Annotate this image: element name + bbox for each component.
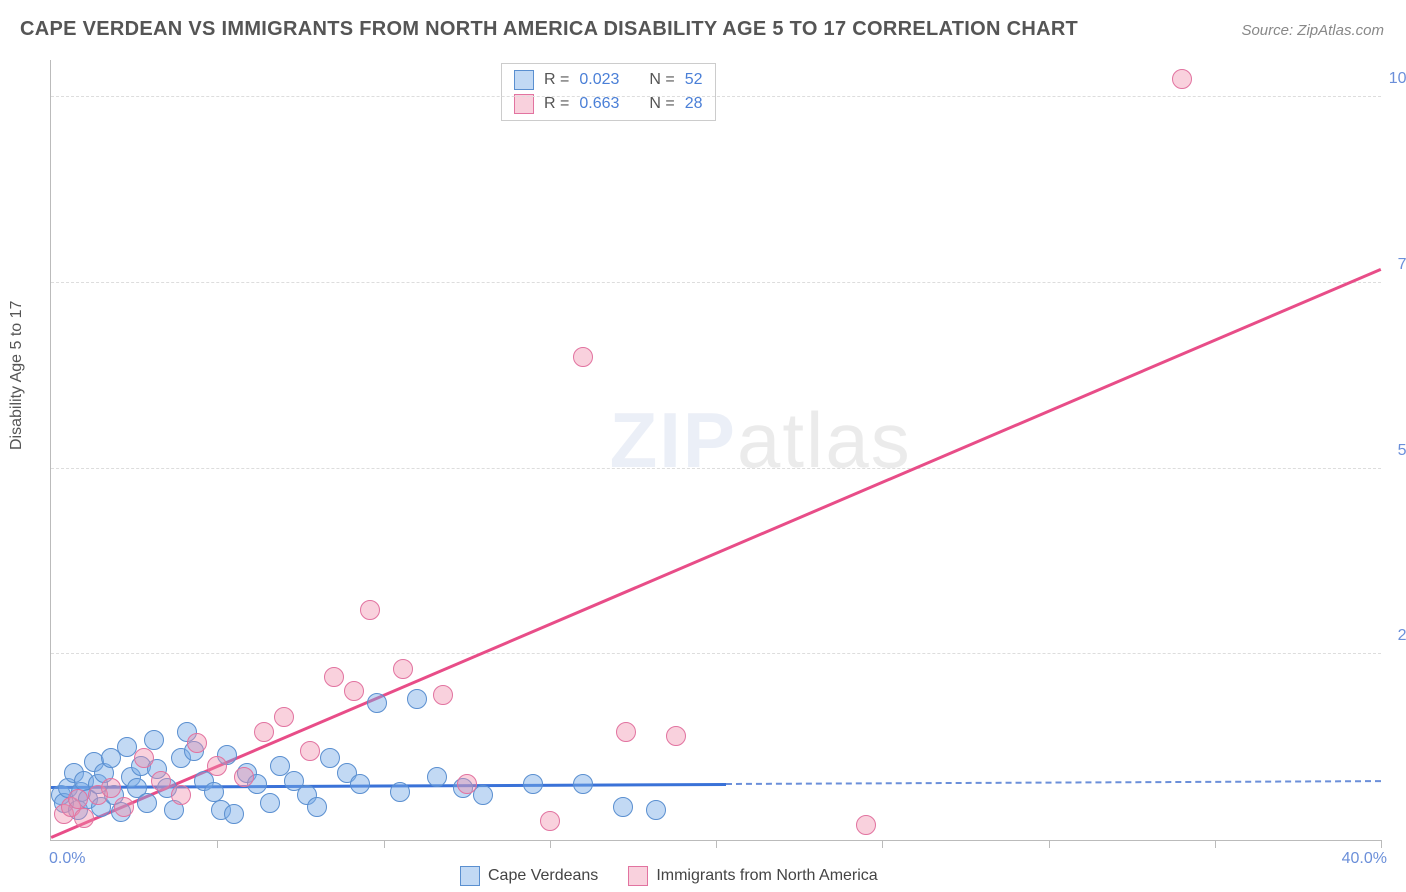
x-tick (716, 840, 717, 848)
data-point (207, 756, 227, 776)
data-point (573, 774, 593, 794)
plot-area: ZIPatlas R =0.023N =52R =0.663N =28 0.0%… (50, 60, 1381, 841)
legend-series-label: Immigrants from North America (656, 867, 877, 885)
gridline-h (51, 96, 1381, 97)
data-point (407, 689, 427, 709)
legend-swatch (460, 866, 480, 886)
data-point (457, 774, 477, 794)
legend-r-label: R = (544, 95, 569, 113)
y-tick-label: 100.0% (1387, 70, 1406, 88)
source-label: Source: ZipAtlas.com (1241, 22, 1384, 39)
data-point (613, 797, 633, 817)
data-point (573, 347, 593, 367)
y-tick-label: 25.0% (1387, 627, 1406, 645)
x-axis-max-label: 40.0% (1342, 850, 1387, 868)
data-point (646, 800, 666, 820)
trend-line-dash (726, 780, 1381, 785)
data-point (274, 707, 294, 727)
data-point (74, 808, 94, 828)
legend-r-label: R = (544, 71, 569, 89)
legend-n-value: 52 (685, 71, 703, 89)
data-point (433, 685, 453, 705)
data-point (114, 797, 134, 817)
data-point (540, 811, 560, 831)
legend-swatch (628, 866, 648, 886)
chart-title: CAPE VERDEAN VS IMMIGRANTS FROM NORTH AM… (20, 18, 1078, 41)
y-tick-label: 50.0% (1387, 442, 1406, 460)
gridline-h (51, 282, 1381, 283)
data-point (393, 659, 413, 679)
data-point (320, 748, 340, 768)
series-legend: Cape Verdeans Immigrants from North Ameri… (460, 866, 878, 886)
watermark-thin: atlas (737, 396, 912, 484)
legend-n-label: N = (649, 95, 674, 113)
data-point (187, 733, 207, 753)
data-point (523, 774, 543, 794)
data-point (360, 600, 380, 620)
gridline-h (51, 468, 1381, 469)
data-point (307, 797, 327, 817)
legend-r-value: 0.023 (579, 71, 619, 89)
data-point (134, 748, 154, 768)
x-axis-min-label: 0.0% (49, 850, 85, 868)
chart-container: CAPE VERDEAN VS IMMIGRANTS FROM NORTH AM… (0, 0, 1406, 892)
legend-swatch (514, 70, 534, 90)
data-point (856, 815, 876, 835)
x-tick (550, 840, 551, 848)
legend-row: R = 0.023 N = 52 (514, 68, 703, 92)
data-point (390, 782, 410, 802)
data-point (350, 774, 370, 794)
trend-line (51, 268, 1382, 839)
data-point (224, 804, 244, 824)
y-tick-label: 75.0% (1387, 256, 1406, 274)
data-point (1172, 69, 1192, 89)
data-point (260, 793, 280, 813)
legend-n-value: 28 (685, 95, 703, 113)
y-axis-label: Disability Age 5 to 17 (8, 301, 26, 450)
legend-item: Cape Verdeans (460, 866, 598, 886)
watermark: ZIPatlas (610, 395, 912, 486)
data-point (68, 789, 88, 809)
gridline-h (51, 653, 1381, 654)
legend-item: Immigrants from North America (628, 866, 877, 886)
data-point (101, 778, 121, 798)
legend-n-label: N = (649, 71, 674, 89)
x-tick (882, 840, 883, 848)
data-point (367, 693, 387, 713)
data-point (151, 771, 171, 791)
data-point (344, 681, 364, 701)
data-point (473, 785, 493, 805)
data-point (144, 730, 164, 750)
data-point (234, 767, 254, 787)
x-tick (1215, 840, 1216, 848)
data-point (427, 767, 447, 787)
x-tick (1381, 840, 1382, 848)
correlation-legend: R = 0.023 N = 52 R = 0.663 N = 28 (501, 63, 716, 121)
data-point (254, 722, 274, 742)
data-point (171, 785, 191, 805)
data-point (666, 726, 686, 746)
data-point (324, 667, 344, 687)
data-point (616, 722, 636, 742)
legend-r-value: 0.663 (579, 95, 619, 113)
legend-series-label: Cape Verdeans (488, 867, 598, 885)
data-point (300, 741, 320, 761)
x-tick (384, 840, 385, 848)
data-point (204, 782, 224, 802)
data-point (137, 793, 157, 813)
x-tick (217, 840, 218, 848)
watermark-bold: ZIP (610, 396, 737, 484)
x-tick (1049, 840, 1050, 848)
